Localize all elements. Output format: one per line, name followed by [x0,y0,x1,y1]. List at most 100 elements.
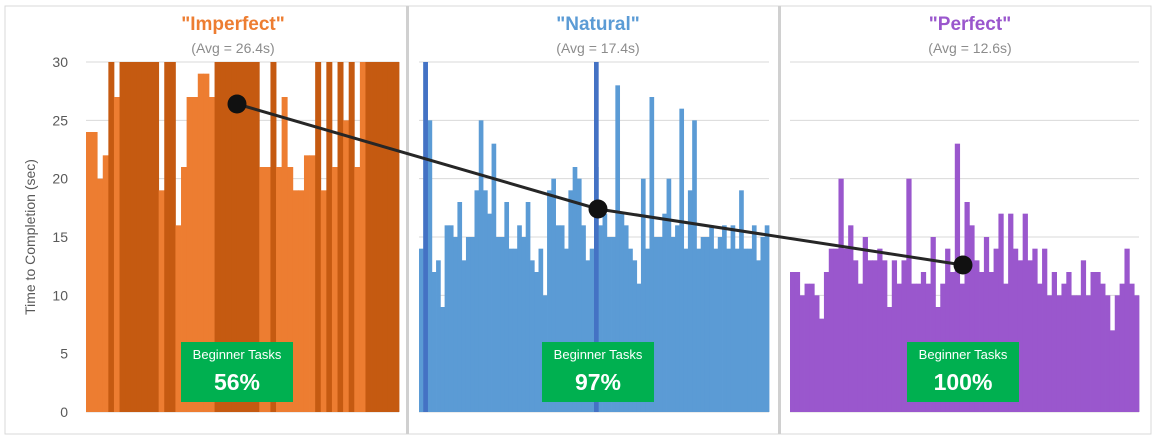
bar [1075,295,1082,412]
bar [1090,272,1096,412]
bar [945,248,951,412]
bar [645,248,650,412]
bar [551,178,556,412]
bar [186,97,193,412]
bar [819,318,825,412]
bar [478,120,484,412]
avg-marker [588,199,608,219]
bar [376,62,383,412]
bar [465,237,471,412]
panel-divider [778,6,781,434]
bar [653,237,659,412]
bar [906,178,912,412]
bar [1008,213,1014,412]
bar [125,62,132,412]
y-tick-label: 25 [52,112,68,128]
bar [891,260,898,412]
bar [632,260,638,412]
bar [1100,283,1106,412]
bar [287,167,294,412]
bar [696,248,702,412]
bar [998,213,1004,412]
bar [896,283,902,412]
bar [581,225,586,412]
panel-subtitle: (Avg = 17.4s) [556,40,639,56]
bar [679,108,685,413]
bar [86,132,92,412]
bar [687,190,693,412]
bar [717,237,723,412]
bar [365,62,372,412]
bar [726,248,731,412]
bar [225,62,232,412]
bar [658,237,663,412]
badge-label: Beginner Tasks [919,347,1008,362]
bar [756,260,761,412]
bar [354,167,361,412]
y-tick-label: 0 [60,404,68,420]
badge [907,342,1019,402]
bar [809,283,815,412]
bar [113,97,120,412]
bar [348,62,355,412]
bar [253,62,260,412]
bar [529,260,535,412]
bar [298,190,305,412]
bar [491,143,497,412]
bar [683,248,689,412]
bar [534,272,539,412]
panel-divider [406,6,409,434]
bar [594,62,599,412]
bar [181,167,188,412]
bar [102,155,109,413]
bar [483,190,488,412]
bar [843,248,849,412]
bar [517,225,522,412]
bar [764,225,770,412]
bar [1046,295,1053,412]
bar [1051,272,1057,412]
bar [814,295,820,412]
bar [192,97,199,412]
bar [236,62,243,412]
bar [666,178,672,412]
badge-label: Beginner Tasks [193,347,282,362]
bar [500,237,505,412]
bar [559,225,565,412]
bar [153,62,160,412]
bar [872,260,878,412]
bar [461,260,467,412]
bar [387,62,394,412]
bar [453,237,458,412]
bar [1105,295,1111,412]
avg-marker [953,255,973,275]
panel-title: "Imperfect" [181,14,285,35]
bar [974,260,980,412]
bar [343,120,350,412]
bar [1012,248,1019,412]
bar [969,225,975,412]
bar [734,248,740,412]
bar [853,260,859,412]
bar [315,62,322,412]
y-tick-label: 15 [52,229,68,245]
bar [419,248,424,412]
bar [259,167,266,412]
bar [248,62,255,412]
bar [1022,213,1028,412]
bar [602,213,608,412]
bar [91,132,98,412]
bar [730,225,736,412]
bar [828,248,835,412]
bar [169,62,176,412]
bar [276,167,283,412]
bar [436,260,441,412]
bar [495,237,501,412]
chart-frame [4,5,1152,435]
bar [743,248,749,412]
bar [564,248,569,412]
bar [147,62,154,412]
bar [1129,283,1135,412]
bar [487,213,492,412]
